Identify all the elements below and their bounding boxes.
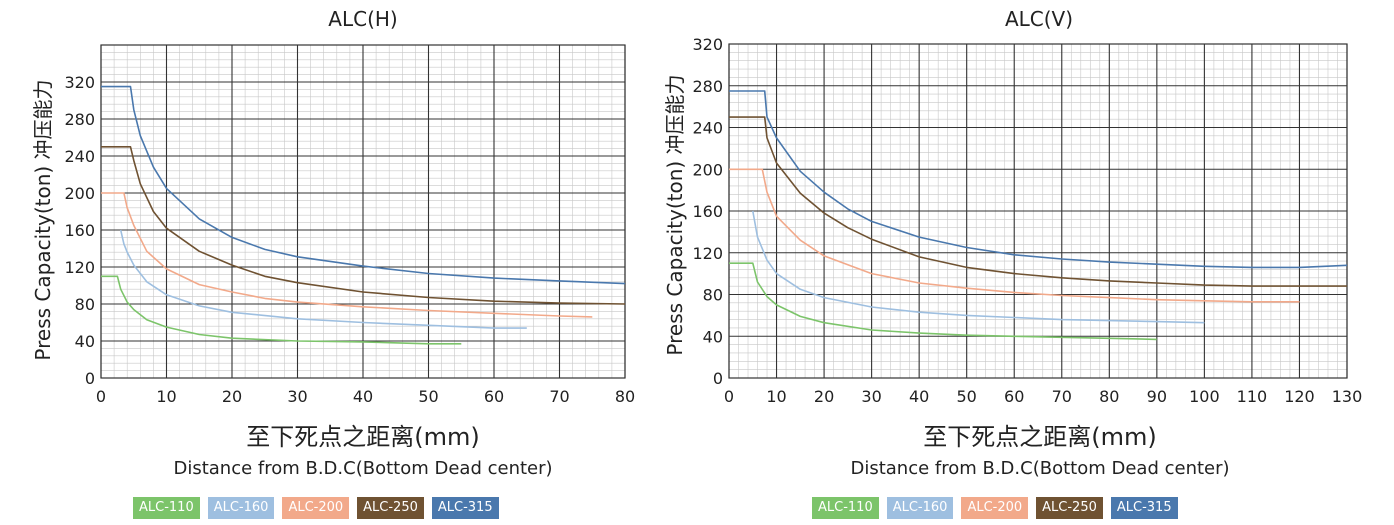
series-line-alc-200 (729, 168, 1300, 303)
series-line-alc-315 (729, 90, 1348, 269)
capacity-charts: ALC(H) Press Capacity(ton) 冲压能力 0 10 20 30 4… (31, 7, 1362, 479)
y-tick-label: 320 (64, 73, 95, 92)
legend-item-alc-110: ALC-110 (133, 497, 200, 519)
chart-alc-v: ALC(V) Press Capacity(ton) 冲压能力 0 10 20 30 4… (663, 7, 1362, 479)
x-tick-label: 40 (909, 387, 929, 406)
legend-item-alc-200: ALC-200 (282, 497, 350, 519)
x-tick-label: 40 (353, 387, 373, 406)
chart-title: ALC(H) (328, 7, 397, 31)
y-tick-label: 160 (64, 221, 95, 240)
y-tick-label: 280 (64, 110, 95, 129)
plot-area: 0 10 20 30 40 50 60 70 80 0 40 80 120 160 200 240 280 320 (64, 44, 635, 406)
y-tick-label: 0 (713, 369, 723, 388)
legend-item-alc-250: ALC-250 (357, 497, 424, 519)
y-tick-label: 160 (692, 202, 723, 221)
legend-item-alc-200: ALC-200 (961, 497, 1029, 519)
x-axis-label-cn: 至下死点之距离(mm) (923, 423, 1156, 451)
x-tick-label: 80 (1099, 387, 1119, 406)
x-tick-label: 20 (814, 387, 834, 406)
plot-frame (100, 44, 626, 379)
y-tick-label: 200 (64, 184, 95, 203)
x-tick-label: 60 (1004, 387, 1024, 406)
y-tick-label: 120 (692, 244, 723, 263)
x-tick-label: 10 (766, 387, 786, 406)
series-line-alc-160 (119, 229, 527, 329)
x-tick-label: 10 (156, 387, 176, 406)
legend-item-alc-160: ALC-160 (207, 497, 275, 519)
plot-frame (728, 43, 1348, 379)
y-tick-label: 320 (692, 35, 723, 54)
x-tick-label: 60 (484, 387, 504, 406)
series-line-alc-250 (101, 146, 626, 305)
series-line-alc-200 (101, 192, 593, 318)
series-line-alc-110 (729, 262, 1157, 341)
x-tick-label: 50 (957, 387, 977, 406)
legend-item-alc-110: ALC-110 (812, 497, 879, 519)
y-tick-label: 280 (692, 77, 723, 96)
y-tick-label: 120 (64, 258, 95, 277)
y-tick-label: 200 (692, 160, 723, 179)
legend-left: ALC-110 ALC-160 ALC-200 ALC-250 ALC-315 (133, 497, 499, 519)
x-axis-label-en: Distance from B.D.C(Bottom Dead center) (173, 458, 552, 479)
legend-item-alc-160: ALC-160 (886, 497, 954, 519)
x-tick-label: 0 (724, 387, 734, 406)
series-line-alc-110 (101, 275, 462, 345)
y-axis-label: Press Capacity(ton) 冲压能力 (663, 74, 687, 355)
x-tick-label: 70 (1052, 387, 1072, 406)
x-tick-label: 80 (615, 387, 635, 406)
x-tick-label: 0 (96, 387, 106, 406)
x-axis-label-en: Distance from B.D.C(Bottom Dead center) (850, 458, 1229, 479)
x-tick-label: 90 (1147, 387, 1167, 406)
x-tick-label: 110 (1237, 387, 1268, 406)
x-tick-label: 30 (287, 387, 307, 406)
y-tick-label: 40 (75, 332, 95, 351)
series-line-alc-315 (101, 85, 626, 285)
legend-item-alc-315: ALC-315 (1110, 497, 1178, 519)
x-tick-label: 30 (861, 387, 881, 406)
y-tick-label: 0 (85, 369, 95, 388)
y-tick-label: 80 (75, 295, 95, 314)
x-tick-label: 50 (418, 387, 438, 406)
legend-item-alc-250: ALC-250 (1036, 497, 1103, 519)
plot-area: 0 10 20 30 40 50 60 70 80 90 100 110 120 130 0 40 80 120 1… (692, 35, 1362, 406)
chart-title: ALC(V) (1005, 7, 1073, 31)
x-tick-label: 20 (222, 387, 242, 406)
y-tick-label: 40 (703, 327, 723, 346)
series-line-alc-250 (729, 116, 1347, 287)
y-tick-label: 240 (692, 119, 723, 138)
series-line-alc-160 (752, 210, 1205, 324)
x-tick-label: 120 (1284, 387, 1315, 406)
y-axis-label: Press Capacity(ton) 冲压能力 (31, 79, 55, 360)
legend-right: ALC-110 ALC-160 ALC-200 ALC-250 ALC-315 (812, 497, 1178, 519)
legend-item-alc-315: ALC-315 (431, 497, 499, 519)
x-tick-label: 70 (549, 387, 569, 406)
y-tick-label: 80 (703, 286, 723, 305)
x-tick-label: 130 (1332, 387, 1363, 406)
chart-alc-h: ALC(H) Press Capacity(ton) 冲压能力 0 10 20 30 4… (31, 7, 635, 479)
y-tick-label: 240 (64, 147, 95, 166)
x-tick-label: 100 (1189, 387, 1220, 406)
x-axis-label-cn: 至下死点之距离(mm) (246, 423, 479, 451)
